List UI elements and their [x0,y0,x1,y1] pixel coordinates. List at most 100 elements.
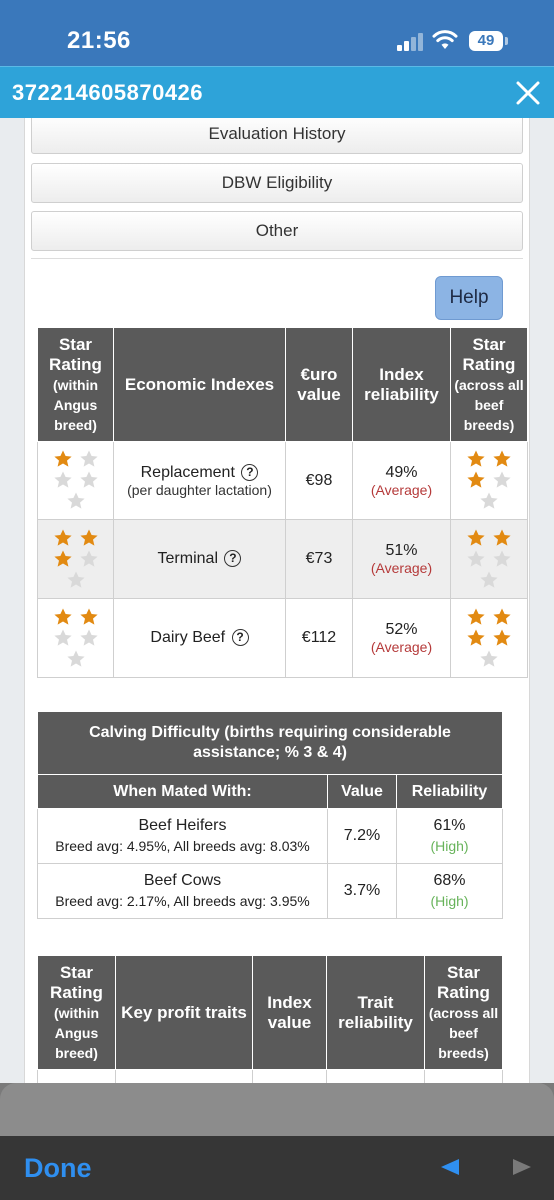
index-subtitle: (per daughter lactation) [127,481,272,498]
star-filled-icon [492,607,512,627]
mated-with-name: Beef Heifers [138,817,227,834]
star-rating [48,449,104,512]
battery-icon: 49 [469,31,503,51]
table-row: Dairy Beef ? €112 52% (Average) [37,598,528,678]
calving-value: 3.7% [327,863,397,919]
reliability-value: 49% [385,463,418,481]
star-filled-icon [53,607,73,627]
star-empty-icon [492,470,512,490]
euro-value: €98 [285,441,353,520]
reliability-label: (Average) [370,639,433,655]
bottom-panel: Done [0,1083,554,1200]
header-star-across: Star Rating (across all beef breeds) [424,955,503,1070]
star-rating [48,607,104,670]
star-rating [461,607,517,670]
index-name: Terminal [157,550,218,567]
star-empty-icon [79,470,99,490]
done-button[interactable]: Done [24,1153,92,1183]
tab-dbw-eligibility[interactable]: DBW Eligibility [31,163,523,203]
star-rating-within [37,441,114,520]
reliability-value: 51% [385,542,418,559]
star-empty-icon [66,649,86,669]
star-filled-icon [53,528,73,548]
star-empty-icon [53,628,73,648]
header-reliability: Reliability [395,774,504,809]
cellular-signal-icon [397,33,425,51]
star-filled-icon [466,449,486,469]
star-filled-icon [53,549,73,569]
star-empty-icon [79,628,99,648]
table-row [37,1069,503,1083]
key-profit-traits-table: Star Rating (within Angus breed) Key prof… [37,955,503,1083]
star-empty-icon [66,491,86,511]
header-index-reliability: Index reliability [352,327,451,442]
header-star-within: Star Rating (within Angus breed) [37,327,114,442]
index-name: Dairy Beef [150,629,226,646]
reliability-value: 61% [433,817,466,834]
star-empty-icon [466,549,486,569]
star-filled-icon [466,628,486,648]
question-icon[interactable]: ? [241,463,259,481]
bottom-toolbar: Done [0,1136,554,1200]
star-filled-icon [79,607,99,627]
divider [31,258,523,259]
header-value: Value [327,774,397,809]
title-bar: 372214605870426 [0,66,554,118]
header-star-within: Star Rating (within Angus breed) [37,955,116,1070]
reliability-label: (Average) [370,481,433,498]
tab-evaluation-history[interactable]: Evaluation History [31,118,523,154]
header-trait-reliability: Trait reliability [326,955,425,1070]
euro-value: €112 [285,598,353,678]
star-empty-icon [479,649,499,669]
index-name: Replacement [140,463,235,481]
reliability-label: (High) [430,893,469,909]
star-empty-icon [79,549,99,569]
header-euro-value: €uro value [285,327,353,442]
reliability-value: 52% [385,621,418,638]
content-area: Evaluation History DBW Eligibility Other… [24,118,530,1083]
star-rating-within [37,519,114,599]
star-filled-icon [492,528,512,548]
star-rating [461,528,517,591]
star-filled-icon [466,528,486,548]
star-empty-icon [66,570,86,590]
star-filled-icon [492,449,512,469]
star-empty-icon [479,491,499,511]
star-filled-icon [53,449,73,469]
battery-tip [505,37,508,45]
toolbar-backdrop [0,1083,554,1136]
star-rating [461,449,517,512]
breed-avg: Breed avg: 2.17%, All breeds avg: 3.95% [55,893,310,909]
help-button[interactable]: Help [435,276,503,320]
star-filled-icon [466,470,486,490]
star-rating [48,528,104,591]
breed-avg: Breed avg: 4.95%, All breeds avg: 8.03% [55,838,310,854]
calving-title: Calving Difficulty (births requiring con… [36,711,504,775]
euro-value: €73 [285,519,353,599]
star-rating-within [37,598,114,678]
star-rating-across [450,598,528,678]
star-rating-across [450,441,528,520]
status-time: 21:56 [67,27,131,54]
header-star-across: Star Rating (across all beef breeds) [450,327,528,442]
table-row: Replacement ? (per daughter lactation) €9… [37,441,528,520]
question-icon[interactable]: ? [224,550,242,567]
table-row: Beef Heifers Breed avg: 4.95%, All breeds… [37,808,504,864]
reliability-label: (Average) [370,560,433,576]
star-empty-icon [492,549,512,569]
question-icon[interactable]: ? [231,629,249,646]
star-empty-icon [53,470,73,490]
page-title: 372214605870426 [12,80,204,105]
status-bar: 21:56 49 [0,0,554,66]
previous-arrow-icon[interactable] [440,1158,460,1176]
header-mated-with: When Mated With: [37,774,328,809]
calving-difficulty-table: Calving Difficulty (births requiring con… [36,711,504,919]
tab-other[interactable]: Other [31,211,523,251]
star-filled-icon [466,607,486,627]
header-economic-indexes: Economic Indexes [113,327,286,442]
table-row: Beef Cows Breed avg: 2.17%, All breeds av… [37,863,504,919]
star-filled-icon [492,628,512,648]
table-row: Terminal ? €73 51% (Average) [37,519,528,599]
next-arrow-icon[interactable] [512,1158,532,1176]
close-icon[interactable] [510,75,546,111]
